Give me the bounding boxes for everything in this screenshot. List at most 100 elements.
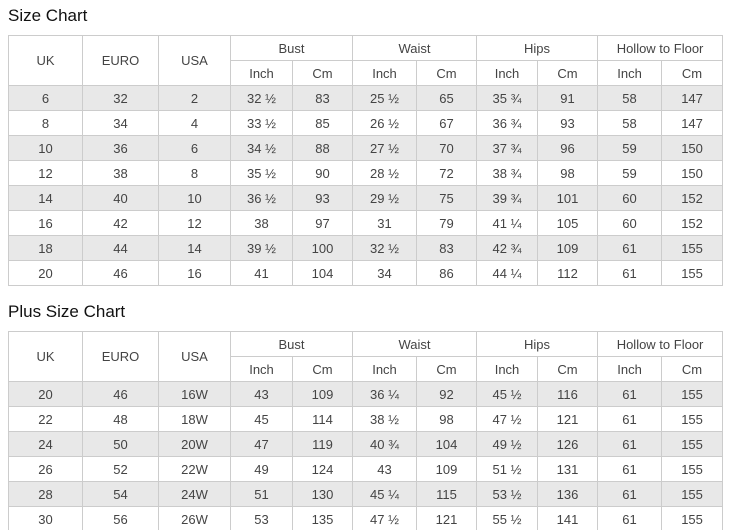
table-cell: 115 bbox=[416, 481, 478, 507]
table-cell: 46 bbox=[82, 260, 159, 286]
table-cell: 61 bbox=[597, 235, 663, 261]
table-cell: 45 bbox=[230, 406, 293, 432]
table-cell: 34 ½ bbox=[230, 135, 293, 161]
plus-size-chart-title: Plus Size Chart bbox=[8, 302, 126, 321]
table-cell: 109 bbox=[416, 456, 478, 482]
table-cell: 40 ¾ bbox=[352, 431, 418, 457]
table-cell: 124 bbox=[291, 456, 354, 482]
table-cell: 26 ½ bbox=[352, 110, 418, 136]
table-cell: 22 bbox=[8, 406, 83, 432]
table-row: 26 52 22W 49 124 43 109 51 ½ 131 61 155 bbox=[8, 456, 724, 482]
table-cell: 27 ½ bbox=[352, 135, 418, 161]
unit-header-cm: Cm bbox=[661, 60, 724, 86]
table-cell: 49 bbox=[230, 456, 293, 482]
table-cell: 50 bbox=[82, 431, 159, 457]
table-cell: 25 ½ bbox=[352, 85, 418, 111]
table-cell: 38 ¾ bbox=[476, 160, 539, 186]
table-cell: 43 bbox=[352, 456, 418, 482]
table-cell: 45 ¼ bbox=[352, 481, 418, 507]
unit-header-inch: Inch bbox=[230, 60, 293, 86]
table-cell: 16 bbox=[158, 260, 231, 286]
table-cell: 72 bbox=[416, 160, 478, 186]
table-cell: 121 bbox=[537, 406, 599, 432]
table-cell: 43 bbox=[230, 381, 293, 407]
table-cell: 8 bbox=[158, 160, 231, 186]
table-cell: 28 bbox=[8, 481, 83, 507]
group-header-bust: Bust bbox=[229, 35, 354, 61]
unit-header-cm: Cm bbox=[291, 60, 354, 86]
table-cell: 2 bbox=[158, 85, 231, 111]
column-header-uk: UK bbox=[8, 331, 83, 382]
group-header-waist: Waist bbox=[352, 331, 478, 357]
table-cell: 155 bbox=[661, 381, 724, 407]
table-cell: 20 bbox=[8, 381, 83, 407]
table-cell: 136 bbox=[537, 481, 599, 507]
table-cell: 53 ½ bbox=[476, 481, 539, 507]
table-cell: 61 bbox=[597, 406, 663, 432]
table-cell: 20 bbox=[8, 260, 83, 286]
table-cell: 42 bbox=[82, 210, 159, 236]
table-cell: 59 bbox=[597, 160, 663, 186]
table-cell: 104 bbox=[416, 431, 478, 457]
table-cell: 59 bbox=[597, 135, 663, 161]
table-cell: 35 ¾ bbox=[476, 85, 539, 111]
table-cell: 147 bbox=[661, 110, 724, 136]
table-cell: 105 bbox=[537, 210, 599, 236]
table-row: 6 32 2 32 ½ 83 25 ½ 65 35 ¾ 91 58 147 bbox=[8, 85, 724, 111]
table-cell: 26W bbox=[158, 506, 231, 530]
table-cell: 44 bbox=[82, 235, 159, 261]
table-cell: 16W bbox=[158, 381, 231, 407]
table-cell: 28 ½ bbox=[352, 160, 418, 186]
table-cell: 22W bbox=[158, 456, 231, 482]
table-cell: 36 ¾ bbox=[476, 110, 539, 136]
table-cell: 155 bbox=[661, 260, 724, 286]
table-cell: 14 bbox=[158, 235, 231, 261]
table-cell: 12 bbox=[8, 160, 83, 186]
table-cell: 100 bbox=[291, 235, 354, 261]
group-header-bust: Bust bbox=[229, 331, 354, 357]
table-cell: 61 bbox=[597, 431, 663, 457]
table-cell: 65 bbox=[416, 85, 478, 111]
table-cell: 152 bbox=[661, 210, 724, 236]
table-cell: 85 bbox=[291, 110, 354, 136]
table-row: 20 46 16W 43 109 36 ¼ 92 45 ½ 116 61 155 bbox=[8, 381, 724, 407]
table-cell: 130 bbox=[291, 481, 354, 507]
header-row-units: Inch Cm Inch Cm Inch Cm Inch Cm bbox=[9, 60, 724, 86]
table-cell: 10 bbox=[158, 185, 231, 211]
table-cell: 79 bbox=[416, 210, 478, 236]
table-cell: 36 bbox=[82, 135, 159, 161]
group-header-hips: Hips bbox=[476, 35, 599, 61]
table-cell: 51 ½ bbox=[476, 456, 539, 482]
table-row: 16 42 12 38 97 31 79 41 ¼ 105 60 152 bbox=[8, 210, 724, 236]
plus-size-chart-section: Plus Size Chart UK EURO USA Bust Waist Hips Ho… bbox=[8, 301, 724, 530]
table-cell: 61 bbox=[597, 506, 663, 530]
table-cell: 52 bbox=[82, 456, 159, 482]
table-cell: 61 bbox=[597, 456, 663, 482]
table-cell: 83 bbox=[416, 235, 478, 261]
table-cell: 60 bbox=[597, 185, 663, 211]
table-cell: 18 bbox=[8, 235, 83, 261]
table-cell: 38 bbox=[230, 210, 293, 236]
table-cell: 67 bbox=[416, 110, 478, 136]
table-row: 28 54 24W 51 130 45 ¼ 115 53 ½ 136 61 155 bbox=[8, 481, 724, 507]
table-cell: 30 bbox=[8, 506, 83, 530]
table-row: 22 48 18W 45 114 38 ½ 98 47 ½ 121 61 155 bbox=[8, 406, 724, 432]
table-cell: 35 ½ bbox=[230, 160, 293, 186]
table-cell: 93 bbox=[291, 185, 354, 211]
unit-header-cm: Cm bbox=[291, 356, 354, 382]
table-cell: 61 bbox=[597, 481, 663, 507]
table-cell: 32 bbox=[82, 85, 159, 111]
table-cell: 20W bbox=[158, 431, 231, 457]
table-cell: 41 bbox=[230, 260, 293, 286]
table-cell: 109 bbox=[537, 235, 599, 261]
table-cell: 24 bbox=[8, 431, 83, 457]
table-cell: 10 bbox=[8, 135, 83, 161]
table-cell: 36 ½ bbox=[230, 185, 293, 211]
table-cell: 6 bbox=[158, 135, 231, 161]
unit-header-inch: Inch bbox=[230, 356, 293, 382]
table-row: 12 38 8 35 ½ 90 28 ½ 72 38 ¾ 98 59 150 bbox=[8, 160, 724, 186]
column-header-usa: USA bbox=[158, 331, 231, 382]
header-row-groups: UK EURO USA Bust Waist Hips Hollow to Floor bbox=[8, 331, 724, 382]
unit-header-inch: Inch bbox=[352, 356, 418, 382]
size-chart-table: UK EURO USA Bust Waist Hips Hollow to Floor Inc… bbox=[8, 35, 724, 286]
